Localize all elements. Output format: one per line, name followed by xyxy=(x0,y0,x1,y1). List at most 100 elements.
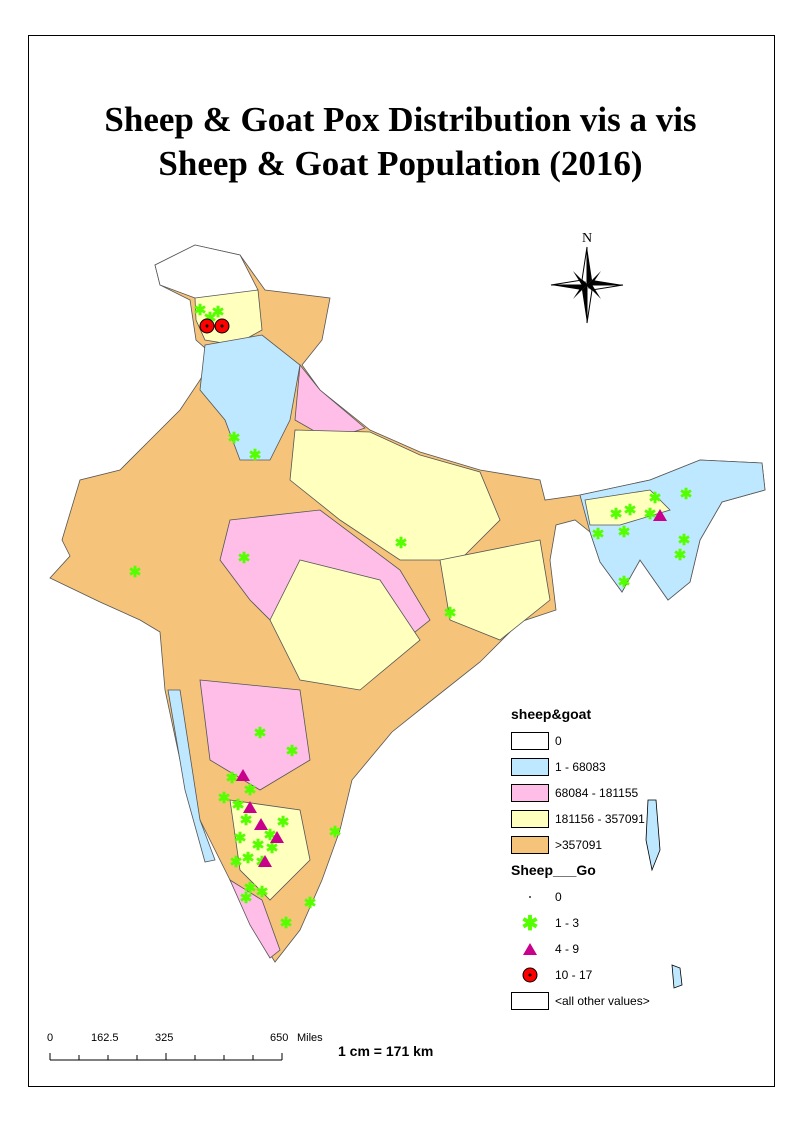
scale-ratio: 1 cm = 171 km xyxy=(338,1043,434,1059)
green-asterisk-marker: ✱ xyxy=(254,725,267,742)
deccan-pink xyxy=(199,679,311,791)
scale-tick-3: 650 xyxy=(270,1032,289,1044)
legend-item: 68084 - 181155 xyxy=(511,780,650,806)
magenta-triangle-marker xyxy=(270,831,284,843)
scale-unit: Miles xyxy=(297,1032,323,1044)
legend-item: 1 - 68083 xyxy=(511,754,650,780)
india-map xyxy=(49,244,766,989)
green-asterisk-marker: ✱ xyxy=(232,797,245,814)
north-arrow-icon xyxy=(550,246,624,324)
scale-bar xyxy=(49,1053,283,1061)
green-asterisk-marker: ✱ xyxy=(244,782,257,799)
green-asterisk-marker: ✱ xyxy=(395,535,408,552)
green-asterisk-marker: ✱ xyxy=(244,880,257,897)
magenta-triangle-marker xyxy=(258,855,272,867)
north-label: N xyxy=(582,231,592,246)
kerala-pink xyxy=(229,878,281,959)
magenta-triangle-marker xyxy=(236,769,250,781)
northeast-blue xyxy=(579,459,766,601)
islands-nicobar xyxy=(671,964,683,989)
coast-blue xyxy=(167,689,216,863)
legend-label: >357091 xyxy=(555,838,603,852)
legend-item: 181156 - 357091 xyxy=(511,806,650,832)
assam-yellow xyxy=(584,489,671,526)
scale-tick-1: 162.5 xyxy=(91,1032,119,1044)
red-circle-icon xyxy=(511,966,549,984)
green-asterisk-marker: ✱ xyxy=(680,486,693,503)
magenta-triangle-marker xyxy=(243,801,257,813)
legend-label: 181156 - 357091 xyxy=(555,812,645,826)
red-circle-center xyxy=(220,324,224,328)
map-frame xyxy=(28,35,775,1087)
green-asterisk-marker: ✱ xyxy=(618,574,631,591)
scale-tick-0: 0 xyxy=(47,1032,54,1044)
central-yellow xyxy=(269,559,421,691)
punjab-haryana xyxy=(199,334,301,461)
swatch xyxy=(511,732,549,750)
magenta-triangle-marker xyxy=(653,509,667,521)
green-asterisk-marker: ✱ xyxy=(286,743,299,760)
legend-outbreak-heading: Sheep___Go xyxy=(511,862,596,878)
south-yellow xyxy=(229,799,311,901)
green-asterisk-marker: ✱ xyxy=(256,884,269,901)
green-asterisk-marker: ✱ xyxy=(252,837,265,854)
green-asterisk-marker: ✱ xyxy=(592,526,605,543)
green-asterisk-marker: ✱ xyxy=(618,524,631,541)
title-line-1: Sheep & Goat Pox Distribution vis a vis xyxy=(104,100,697,139)
title-line-2: Sheep & Goat Population (2016) xyxy=(158,144,643,183)
green-asterisk-marker: ✱ xyxy=(230,854,243,871)
green-asterisk-marker: ✱ xyxy=(649,490,662,507)
triangle-icon xyxy=(511,940,549,958)
legend: sheep&goat 0 1 - 68083 68084 - 181155 18… xyxy=(511,706,650,1014)
up-region xyxy=(289,429,501,561)
red-circle-center xyxy=(205,324,209,328)
legend-population-heading: sheep&goat xyxy=(511,706,592,722)
legend-label: 0 xyxy=(555,734,562,748)
magenta-triangle-marker xyxy=(254,818,268,830)
swatch xyxy=(511,836,549,854)
swatch xyxy=(511,784,549,802)
green-asterisk-marker: ✱ xyxy=(194,302,207,319)
legend-item: 4 - 9 xyxy=(511,936,650,962)
green-asterisk-marker: ✱ xyxy=(610,506,623,523)
green-asterisk-marker: ✱ xyxy=(226,770,239,787)
east-yellow xyxy=(439,539,551,641)
green-asterisk-marker: ✱ xyxy=(280,915,293,932)
green-asterisk-marker: ✱ xyxy=(228,430,241,447)
green-asterisk-marker: ✱ xyxy=(444,605,457,622)
dot-icon xyxy=(511,888,549,906)
green-asterisk-marker: ✱ xyxy=(624,502,637,519)
islands-andaman xyxy=(645,799,661,872)
green-asterisk-marker: ✱ xyxy=(329,824,342,841)
legend-item: 10 - 17 xyxy=(511,962,650,988)
green-asterisk-marker: ✱ xyxy=(249,447,262,464)
green-asterisk-marker: ✱ xyxy=(212,304,225,321)
legend-label: 0 xyxy=(555,890,562,904)
legend-label: <all other values> xyxy=(555,994,650,1008)
green-asterisk-marker: ✱ xyxy=(266,840,279,857)
legend-item: >357091 xyxy=(511,832,650,858)
map-title: Sheep & Goat Pox Distribution vis a vis … xyxy=(28,98,773,186)
green-asterisk-marker: ✱ xyxy=(644,506,657,523)
legend-item: <all other values> xyxy=(511,988,650,1014)
legend-label: 4 - 9 xyxy=(555,942,580,956)
swatch xyxy=(511,810,549,828)
legend-label: 1 - 3 xyxy=(555,916,580,930)
legend-label: 68084 - 181155 xyxy=(555,786,639,800)
green-asterisk-marker: ✱ xyxy=(240,812,253,829)
green-asterisk-marker: ✱ xyxy=(129,564,142,581)
legend-item: 0 xyxy=(511,728,650,754)
green-asterisk-marker: ✱ xyxy=(674,547,687,564)
legend-label: 1 - 68083 xyxy=(555,760,606,774)
green-asterisk-marker: ✱ xyxy=(240,890,253,907)
legend-item: ✱ 1 - 3 xyxy=(511,910,650,936)
green-asterisk-marker: ✱ xyxy=(678,532,691,549)
swatch xyxy=(511,992,549,1010)
legend-item: 0 xyxy=(511,884,650,910)
green-asterisk-marker: ✱ xyxy=(234,830,247,847)
green-asterisk-marker: ✱ xyxy=(277,814,290,831)
green-asterisk-marker: ✱ xyxy=(304,895,317,912)
green-asterisk-marker: ✱ xyxy=(238,550,251,567)
scale-tick-2: 325 xyxy=(155,1032,174,1044)
